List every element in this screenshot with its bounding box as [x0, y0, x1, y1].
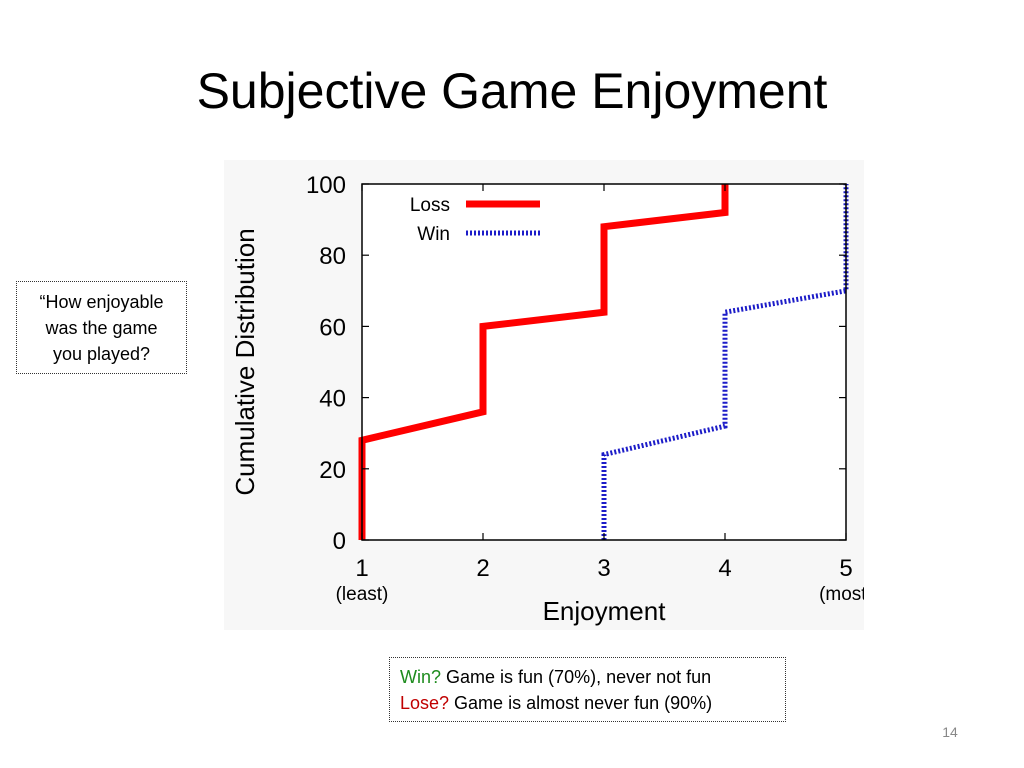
win-summary-line: Win? Game is fun (70%), never not fun	[400, 664, 785, 690]
win-summary-label: Win?	[400, 667, 442, 687]
y-tick-label: 100	[306, 172, 346, 199]
summary-callout: Win? Game is fun (70%), never not fun Lo…	[389, 657, 786, 722]
x-tick-sublabel: (least)	[336, 584, 389, 605]
lose-summary-label: Lose?	[400, 693, 450, 713]
series-line-loss	[358, 184, 729, 540]
x-tick-label: 5	[839, 555, 852, 582]
lose-summary-text: Game is almost never fun (90%)	[449, 693, 713, 713]
x-tick-label: 1	[355, 555, 368, 582]
page-number: 14	[942, 724, 958, 740]
question-line: was the game	[45, 318, 158, 338]
question-line: you played?	[52, 344, 151, 364]
x-tick-label: 2	[476, 555, 489, 582]
question-line: “How enjoyable	[39, 292, 164, 312]
x-tick-label: 3	[597, 555, 610, 582]
x-tick-sublabel: (most)	[819, 584, 864, 605]
legend-label-win: Win	[417, 224, 450, 245]
y-tick-label: 40	[319, 386, 346, 413]
y-axis-title: Cumulative Distribution	[230, 228, 260, 495]
legend-label-loss: Loss	[410, 195, 450, 216]
x-tick-label: 4	[718, 555, 731, 582]
y-tick-label: 0	[333, 528, 346, 555]
lose-summary-line: Lose? Game is almost never fun (90%)	[400, 690, 785, 716]
slide-title: Subjective Game Enjoyment	[196, 63, 828, 119]
x-axis-title: Enjoyment	[543, 596, 667, 626]
cdf-chart: 1(least) 2 3 4 5(most) 0 20 40 60 80 100 Enjoyment…	[224, 160, 864, 630]
y-tick-label: 60	[319, 314, 346, 341]
win-summary-text: Game is fun (70%), never not fun	[441, 667, 712, 687]
question-callout: “How enjoyable was the game you played?	[16, 281, 187, 374]
y-tick-label: 20	[319, 457, 346, 484]
y-tick-label: 80	[319, 243, 346, 270]
